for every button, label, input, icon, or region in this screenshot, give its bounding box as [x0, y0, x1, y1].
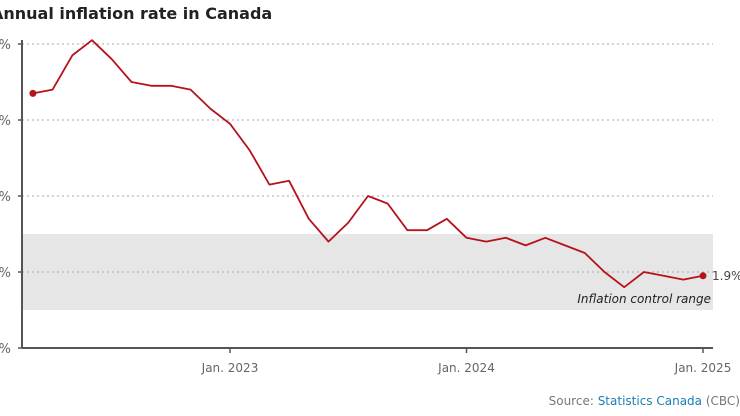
x-tick-label: Jan. 2023: [201, 361, 259, 375]
y-tick-label: 6%: [0, 114, 11, 129]
source-note: Source: Statistics Canada (CBC): [549, 394, 740, 408]
y-tick-label: 0%: [0, 342, 11, 357]
source-prefix: Source:: [548, 394, 598, 408]
control-range-label: Inflation control range: [577, 292, 711, 306]
start-point: [29, 89, 37, 97]
x-tick-label: Jan. 2024: [437, 361, 495, 375]
chart-title: Annual inflation rate in Canada: [0, 4, 273, 23]
y-tick-label: 4%: [0, 190, 11, 205]
end-point: [699, 272, 707, 280]
source-link[interactable]: Statistics Canada: [597, 394, 703, 408]
x-tick-label: Jan. 2025: [674, 361, 732, 375]
y-tick-label: 8%: [0, 38, 11, 53]
y-tick-label: 2%: [0, 266, 11, 281]
end-value-label: 1.9%: [712, 269, 740, 283]
source-suffix: (CBC): [702, 394, 740, 408]
inflation-line: [32, 39, 704, 289]
